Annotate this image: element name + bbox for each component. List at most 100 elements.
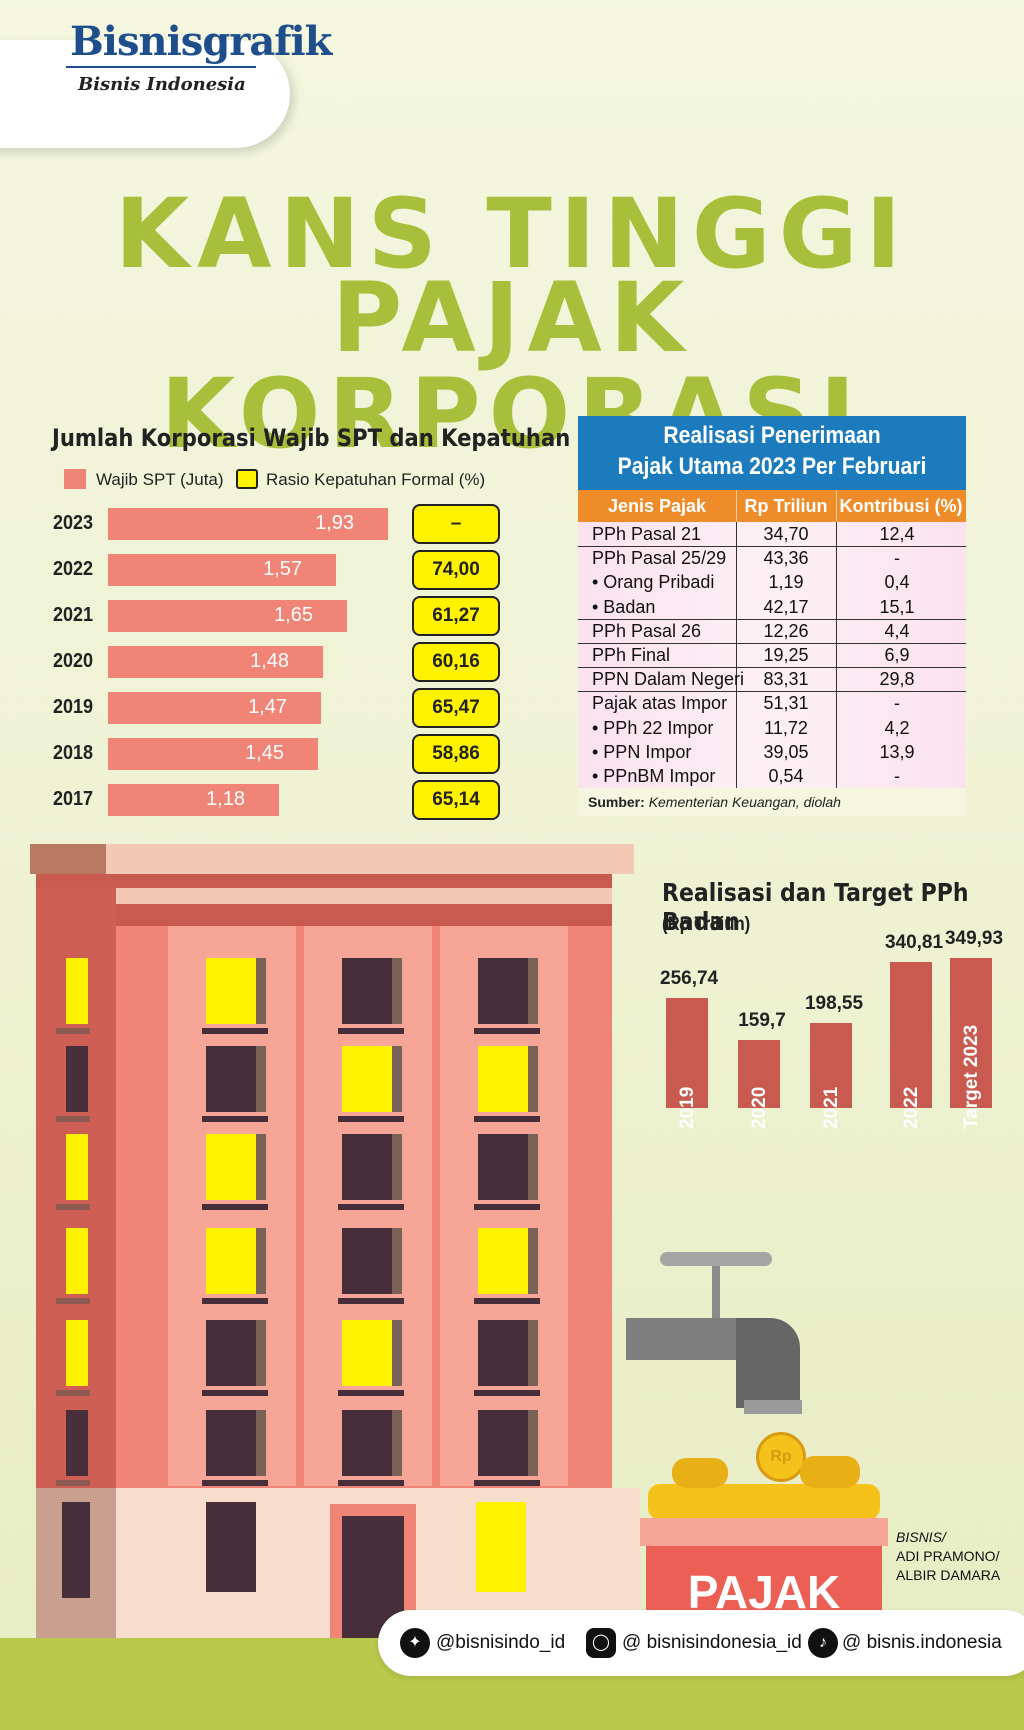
- year-label: 2017: [53, 788, 94, 810]
- table-row: Pajak atas Impor 51,31 -: [578, 691, 966, 715]
- side-window: [66, 1320, 88, 1386]
- window-shadow: [528, 1046, 538, 1112]
- table-cell-kontribusi: 4,2: [884, 718, 910, 738]
- faucet-stem: [712, 1262, 720, 1318]
- window: [478, 1134, 528, 1200]
- table-cell-kontribusi: 4,4: [884, 621, 910, 641]
- table-cell-jenis: PPN Dalam Negeri: [592, 669, 745, 689]
- year-label: 2023: [53, 512, 94, 534]
- twitter-handle[interactable]: @bisnisindo_id: [436, 1632, 566, 1653]
- table-row: • PPN Impor 39,05 13,9: [578, 740, 966, 764]
- table-col-jenis: Jenis Pajak: [607, 496, 707, 516]
- table-row: PPh Pasal 21 34,70 12,4: [578, 522, 966, 546]
- window-shadow: [528, 1228, 538, 1294]
- upper-band: [116, 904, 612, 926]
- window-shadow: [528, 958, 538, 1024]
- ratio-badge: 74,00: [412, 550, 500, 590]
- pph-bar-category: Target 2023: [961, 1024, 982, 1129]
- table-body: [578, 522, 966, 788]
- pph-chart-unit: (Rp Triliun): [662, 914, 751, 935]
- window-shadow: [392, 1320, 402, 1386]
- spt-bar: [108, 554, 336, 586]
- pph-bar-value: 349,93: [944, 928, 1004, 949]
- window-shadow: [256, 1134, 266, 1200]
- window-shadow: [256, 958, 266, 1024]
- window-sill: [474, 1390, 540, 1396]
- pph-bar-category: 2020: [749, 1086, 770, 1129]
- table-cell-rp: 19,25: [763, 645, 809, 665]
- twitter-icon[interactable]: ✦: [400, 1628, 430, 1658]
- window-shadow: [256, 1228, 266, 1294]
- brand-pill: [0, 40, 290, 148]
- legend-swatch-ratio: [236, 469, 258, 489]
- legend-label-spt: Wajib SPT (Juta): [96, 470, 224, 489]
- credit-line1: BISNIS/: [896, 1529, 946, 1545]
- window: [478, 1320, 528, 1386]
- side-window-sill: [56, 1028, 90, 1034]
- coin-pile: [648, 1484, 880, 1520]
- pph-bar: [666, 998, 708, 1108]
- pph-bar-category: 2019: [677, 1086, 698, 1129]
- table-col-rp: Rp Triliun: [744, 496, 828, 516]
- window-shadow: [392, 958, 402, 1024]
- table-row: • PPh 22 Impor 11,72 4,2: [578, 716, 966, 740]
- window-sill: [202, 1390, 268, 1396]
- side-window-sill: [56, 1390, 90, 1396]
- table-title-line2: Pajak Utama 2023 Per Februari: [617, 453, 927, 480]
- table-cell-rp: 11,72: [764, 718, 808, 738]
- table-cell-kontribusi: 29,8: [879, 669, 915, 689]
- pph-bar-value: 340,81: [884, 932, 944, 953]
- table-cell-rp: 42,17: [763, 597, 809, 617]
- table-cell-jenis: • PPh 22 Impor: [592, 718, 714, 738]
- spt-bar-value: 1,93: [315, 512, 354, 534]
- table-cell-jenis: • PPN Impor: [592, 742, 692, 762]
- ratio-badge: 60,16: [412, 642, 500, 682]
- table-cell-rp: 12,26: [763, 621, 809, 641]
- table-cell-jenis: PPh Final: [592, 645, 671, 665]
- legend-label-ratio: Rasio Kepatuhan Formal (%): [266, 470, 486, 489]
- spt-bar: [108, 508, 388, 540]
- window-shadow: [392, 1228, 402, 1294]
- credit: BISNIS/ ADI PRAMONO/ ALBIR DAMARA: [896, 1528, 1000, 1585]
- window-sill: [202, 1298, 268, 1304]
- faucet-nozzle: [744, 1400, 802, 1414]
- year-label: 2019: [53, 696, 94, 718]
- ratio-badge: –: [412, 504, 500, 544]
- table-cell-rp: 83,31: [763, 669, 809, 689]
- table-source: Sumber: Kementerian Keuangan, diolah: [578, 788, 966, 816]
- spt-bar-value: 1,45: [245, 742, 284, 764]
- instagram-handle[interactable]: @ bisnisindonesia_id: [622, 1632, 802, 1653]
- window: [206, 1320, 256, 1386]
- window: [206, 1046, 256, 1112]
- window-sill: [474, 1028, 540, 1034]
- window-sill: [338, 1116, 404, 1122]
- year-label: 2020: [53, 650, 94, 672]
- window-sill: [202, 1028, 268, 1034]
- table-cell-rp: 34,70: [763, 524, 809, 544]
- source-text: Kementerian Keuangan, diolah: [648, 794, 841, 810]
- window-sill: [338, 1298, 404, 1304]
- pph-bar: [810, 1023, 852, 1108]
- window: [342, 1046, 392, 1112]
- table-cell-kontribusi: -: [894, 548, 900, 568]
- ground-window: [476, 1502, 526, 1592]
- table-row-divider: [578, 667, 966, 668]
- spt-bar: [108, 692, 321, 724]
- window: [206, 958, 256, 1024]
- coin-stack: [800, 1456, 860, 1488]
- window: [206, 1410, 256, 1476]
- table-col-divider: [836, 522, 837, 788]
- year-label: 2021: [53, 604, 94, 626]
- instagram-icon[interactable]: ◯: [586, 1628, 616, 1658]
- table-row-divider: [578, 546, 966, 547]
- roof-cap-left: [30, 844, 106, 874]
- side-window: [66, 1410, 88, 1476]
- window-sill: [202, 1116, 268, 1122]
- side-door: [62, 1502, 90, 1598]
- window: [342, 1134, 392, 1200]
- spt-chart-title: Jumlah Korporasi Wajib SPT dan Kepatuhan: [52, 424, 571, 452]
- tiktok-icon[interactable]: ♪: [808, 1628, 838, 1658]
- spt-bar-value: 1,47: [248, 696, 287, 718]
- ratio-badge: 65,47: [412, 688, 500, 728]
- tiktok-handle[interactable]: @ bisnis.indonesia: [842, 1632, 1002, 1653]
